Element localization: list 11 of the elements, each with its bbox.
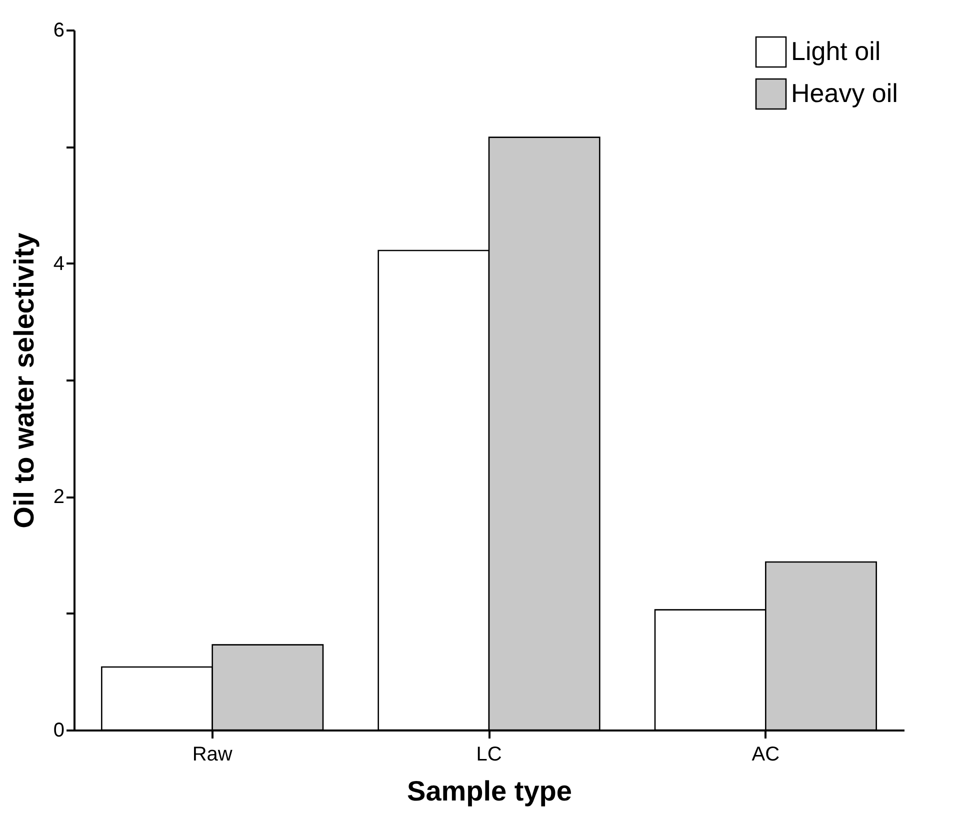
x-tick-label: Raw bbox=[192, 744, 233, 766]
y-tick-label: 4 bbox=[53, 252, 64, 275]
legend-label: Heavy oil bbox=[791, 78, 898, 108]
x-tick-label: AC bbox=[752, 744, 780, 766]
x-axis-title: Sample type bbox=[407, 776, 572, 806]
x-tick-label: LC bbox=[476, 744, 502, 766]
y-tick-label: 0 bbox=[53, 720, 64, 742]
y-tick-label: 2 bbox=[53, 486, 64, 508]
legend-label: Light oil bbox=[791, 36, 881, 66]
y-axis-title: Oil to water selectivity bbox=[8, 232, 40, 528]
y-tick-label: 6 bbox=[53, 20, 64, 42]
